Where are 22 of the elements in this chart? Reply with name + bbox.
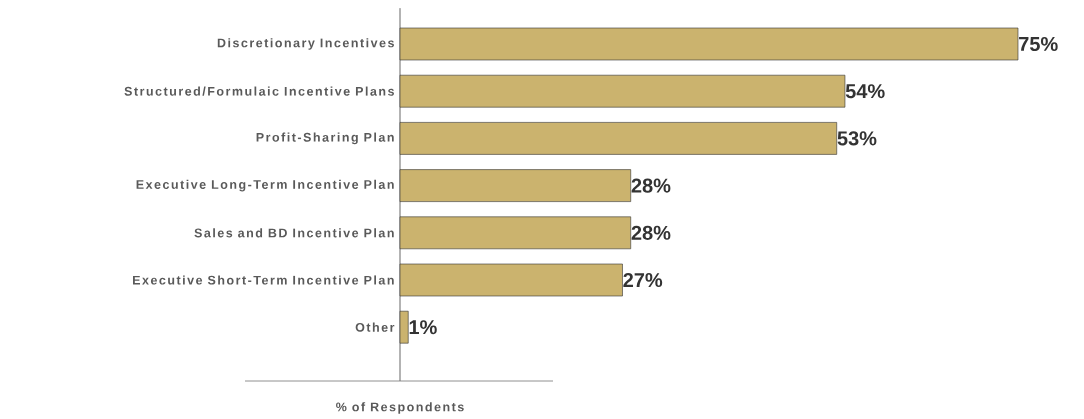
bar (399, 27, 1019, 61)
data-label: 54% (845, 84, 885, 99)
x-axis-title: % of Respondents (336, 402, 464, 414)
bar (399, 310, 409, 344)
y-tick-label: Other (355, 322, 395, 332)
data-label: 1% (409, 320, 437, 335)
data-label: 53% (837, 131, 877, 146)
bar (399, 122, 838, 155)
data-label: 28% (631, 178, 671, 193)
y-tick-label: Discretionary Incentives (217, 38, 394, 50)
y-tick-label: Executive Long-Term Incentive Plan (136, 179, 394, 192)
bar (399, 263, 623, 297)
bar (399, 169, 632, 202)
bar (399, 216, 632, 250)
data-label: 27% (623, 272, 663, 288)
data-label: 75% (1019, 36, 1058, 52)
bar (399, 74, 846, 108)
y-tick-label: Profit-Sharing Plan (256, 132, 394, 145)
y-tick-label: Structured/Formulaic Incentive Plans (124, 86, 394, 96)
y-tick-label: Sales and BD Incentive Plan (194, 228, 394, 238)
y-tick-label: Executive Short-Term Incentive Plan (133, 275, 394, 285)
data-label: 28% (631, 225, 671, 240)
